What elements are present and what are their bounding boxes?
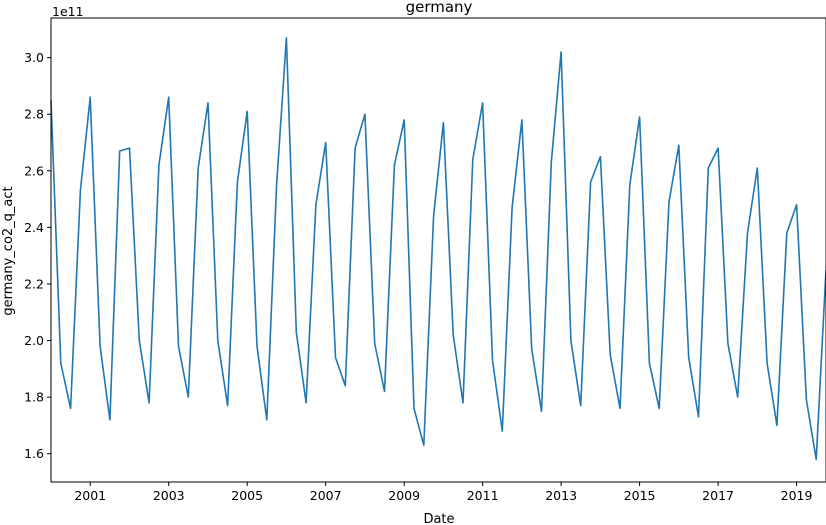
y-tick-label: 1.6 (24, 446, 44, 461)
y-tick-label: 2.0 (24, 333, 44, 348)
x-tick-label: 2011 (467, 488, 499, 503)
x-tick-label: 2007 (310, 488, 342, 503)
y-axis-label: germany_co2_q_act (1, 186, 16, 315)
x-tick-label: 2003 (153, 488, 185, 503)
x-tick-label: 2001 (74, 488, 106, 503)
y-tick-label: 1.8 (24, 390, 44, 405)
y-offset-text: 1e11 (52, 4, 84, 19)
x-tick-label: 2013 (545, 488, 577, 503)
axes-frame (50, 17, 826, 483)
x-axis-label: Date (423, 512, 454, 525)
x-tick-label: 2019 (781, 488, 813, 503)
y-tick-label: 2.2 (24, 276, 44, 291)
x-tick-label: 2017 (702, 488, 734, 503)
plot-area: 2001 2003 2005 2007 2009 2011 2013 2015 2017 2019… (24, 17, 826, 503)
y-tick-label: 2.4 (24, 220, 44, 235)
chart-title: germany (406, 0, 473, 16)
x-tick-label: 2005 (231, 488, 263, 503)
y-tick-label: 3.0 (24, 50, 44, 65)
y-tick-label: 2.6 (24, 163, 44, 178)
series-line (50, 36, 826, 461)
x-tick-label: 2015 (624, 488, 656, 503)
y-tick-label: 2.8 (24, 107, 44, 122)
x-tick-label: 2009 (388, 488, 420, 503)
